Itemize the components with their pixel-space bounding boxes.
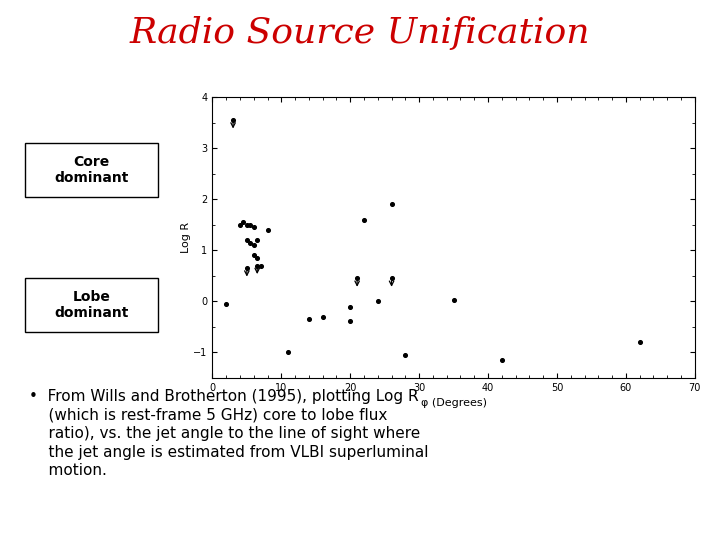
Point — [245, 238, 256, 247]
Point — [386, 200, 397, 209]
Text: Core
dominant: Core dominant — [55, 155, 129, 185]
Point — [241, 264, 253, 273]
Point — [344, 316, 356, 325]
X-axis label: φ (Degrees): φ (Degrees) — [420, 399, 487, 408]
Y-axis label: Log R: Log R — [181, 222, 191, 253]
Point — [372, 297, 384, 306]
Point — [241, 236, 253, 245]
Point — [251, 236, 263, 245]
Point — [634, 338, 645, 347]
Point — [248, 251, 259, 260]
Point — [251, 261, 263, 270]
Point — [245, 220, 256, 229]
Point — [386, 274, 397, 283]
Point — [496, 356, 508, 364]
Point — [248, 223, 259, 232]
Point — [234, 220, 246, 229]
Point — [351, 274, 363, 283]
Text: Lobe
dominant: Lobe dominant — [55, 290, 129, 320]
Text: •  From Wills and Brotherton (1995), plotting Log R
    (which is rest-frame 5 G: • From Wills and Brotherton (1995), plot… — [29, 389, 428, 478]
Point — [400, 350, 411, 359]
Point — [303, 315, 315, 323]
Point — [448, 296, 459, 305]
Point — [241, 220, 253, 229]
Point — [251, 254, 263, 262]
Point — [317, 313, 328, 321]
Text: Radio Source Unification: Radio Source Unification — [130, 16, 590, 50]
Point — [262, 226, 274, 234]
Point — [248, 241, 259, 249]
Point — [255, 261, 266, 270]
Point — [344, 302, 356, 311]
Point — [282, 348, 294, 357]
Point — [220, 300, 232, 308]
Point — [238, 218, 249, 227]
Point — [359, 215, 370, 224]
Point — [228, 116, 239, 125]
